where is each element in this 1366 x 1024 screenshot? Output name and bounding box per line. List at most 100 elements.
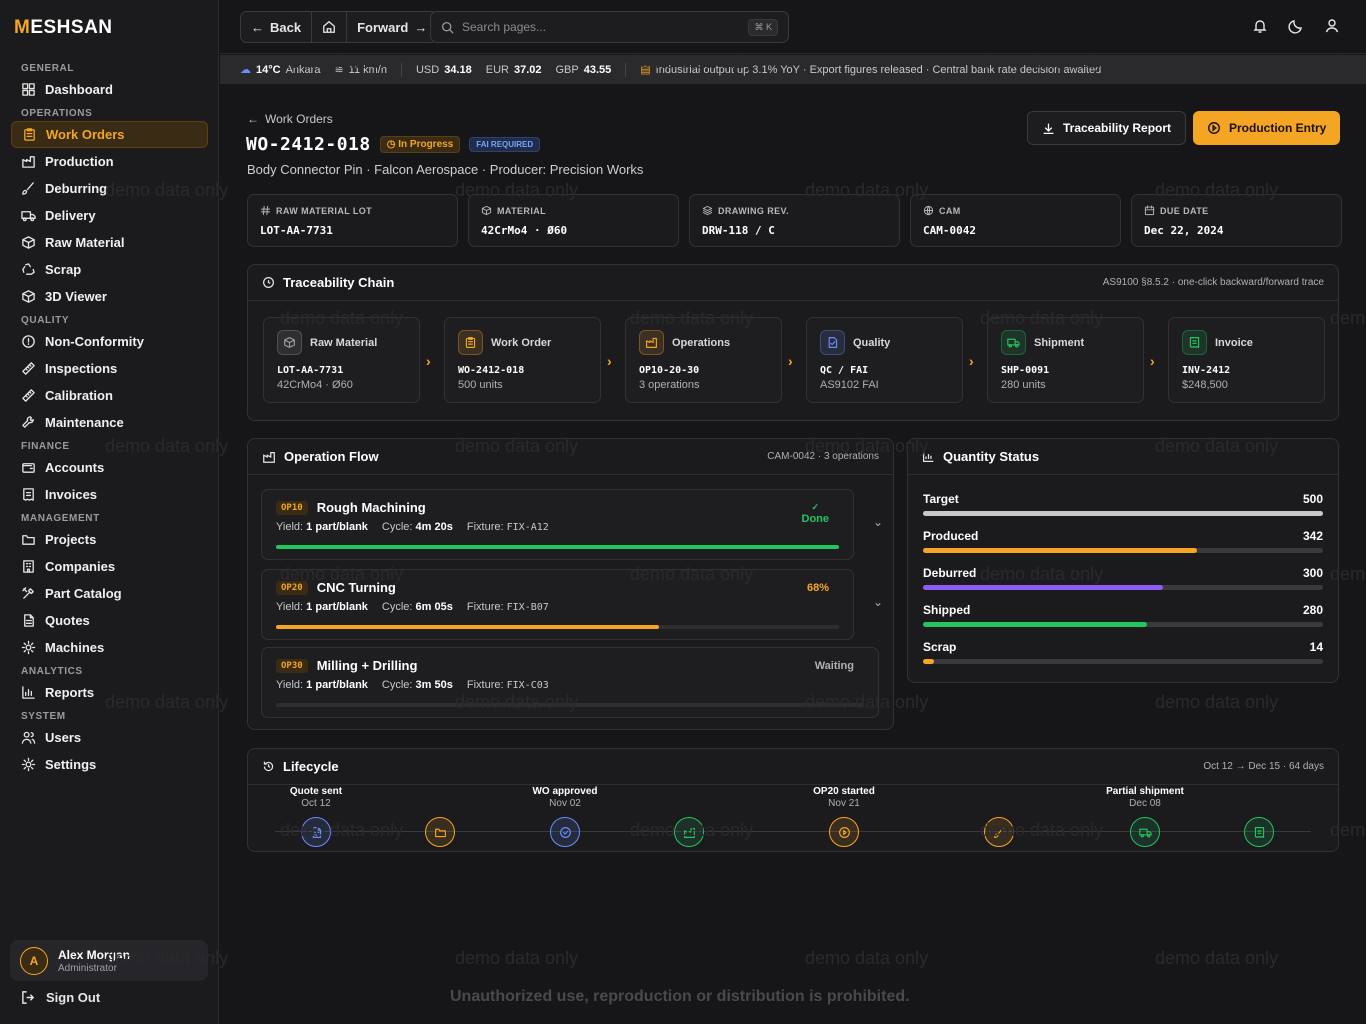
production-entry-button[interactable]: Production Entry	[1193, 111, 1341, 145]
bar-chart-icon	[923, 451, 934, 462]
sidebar-item-label: Dashboard	[45, 82, 113, 97]
info-ticker: ☁ 14°C Ankara ≋ 11 km/h USD 34.18 EUR 37.02 G…	[220, 55, 1366, 84]
sidebar-item-machines[interactable]: Machines	[11, 634, 208, 661]
truck-icon	[1007, 338, 1020, 348]
sidebar-item-label: 3D Viewer	[45, 289, 107, 304]
breadcrumb[interactable]: ← Work Orders	[247, 112, 333, 126]
chevron-right-icon: ›	[969, 353, 974, 369]
alert-circle-icon	[22, 335, 35, 348]
sidebar-item-non-conformity[interactable]: Non-Conformity	[11, 328, 208, 355]
brand-logo[interactable]: MESHSAN	[14, 17, 113, 38]
sidebar-item-dashboard[interactable]: Dashboard	[11, 76, 208, 103]
sidebar-item-invoices[interactable]: Invoices	[11, 481, 208, 508]
cog-icon	[21, 640, 36, 655]
receipt-icon	[1254, 826, 1264, 838]
traceability-panel: Traceability Chain AS9100 §8.5.2 · one-c…	[247, 264, 1339, 421]
trace-node-work-order[interactable]: Work Order WO-2412-018 500 units	[444, 317, 601, 403]
sidebar-item-companies[interactable]: Companies	[11, 553, 208, 580]
folder-icon	[434, 828, 446, 837]
sidebar-item-projects[interactable]: Projects	[11, 526, 208, 553]
trace-node-shipment[interactable]: Shipment SHP-0091 280 units	[987, 317, 1144, 403]
receipt-icon	[1189, 337, 1200, 348]
info-card-value: DRW-118 / C	[702, 224, 775, 237]
download-icon	[1043, 123, 1054, 134]
logout-icon	[22, 991, 35, 1004]
sidebar-item-users[interactable]: Users	[11, 724, 208, 751]
play-circle-icon	[1208, 122, 1220, 134]
user-card[interactable]: A Alex Morgan Administrator	[10, 940, 208, 981]
user-name: Alex Morgan	[58, 947, 131, 962]
trace-node-invoice[interactable]: Invoice INV-2412 $248,500	[1168, 317, 1325, 403]
bell-icon[interactable]	[1252, 18, 1268, 34]
sidebar-item-scrap[interactable]: Scrap	[11, 256, 208, 283]
timeline-line	[275, 831, 1311, 832]
lifecycle-event[interactable]	[425, 817, 455, 847]
info-card-due-date: DUE DATE Dec 22, 2024	[1131, 194, 1342, 247]
section-general: GENERAL	[21, 63, 75, 74]
sign-out-button[interactable]: Sign Out	[21, 990, 100, 1005]
sidebar-nav: GENERAL Dashboard OPERATIONS Work Orders Pro…	[0, 58, 219, 778]
sidebar-item-inspections[interactable]: Inspections	[11, 355, 208, 382]
operation-card[interactable]: OP30 Milling + Drilling Waiting Yield: 1 pa…	[261, 647, 879, 718]
section-quality: QUALITY	[21, 315, 70, 326]
sidebar-item-quotes[interactable]: Quotes	[11, 607, 208, 634]
sidebar-item-accounts[interactable]: Accounts	[11, 454, 208, 481]
home-button[interactable]	[312, 12, 348, 42]
sidebar-item-part-catalog[interactable]: Part Catalog	[11, 580, 208, 607]
op-code: OP20	[276, 580, 308, 595]
sidebar-item-delivery[interactable]: Delivery	[11, 202, 208, 229]
lifecycle-event[interactable]	[1130, 817, 1160, 847]
trace-node-operations[interactable]: Operations OP10-20-30 3 operations	[625, 317, 782, 403]
recycle-icon	[22, 263, 35, 275]
sidebar-item-work-orders[interactable]: Work Orders	[11, 121, 208, 148]
traceability-report-button[interactable]: Traceability Report	[1027, 111, 1187, 145]
chevron-right-icon: ›	[788, 353, 793, 369]
user-icon[interactable]	[1324, 18, 1340, 34]
sidebar-item-label: Settings	[45, 757, 97, 772]
lifecycle-event[interactable]	[674, 817, 704, 847]
sidebar-item-label: Deburring	[45, 181, 108, 196]
chevron-down-icon[interactable]: ⌄	[872, 515, 883, 529]
info-cards: RAW MATERIAL LOT LOT-AA-7731 MATERIAL 42CrM…	[247, 194, 1342, 247]
building-icon	[23, 560, 34, 573]
section-system: SYSTEM	[21, 711, 66, 722]
chevron-down-icon[interactable]: ⌄	[872, 595, 883, 609]
document-icon	[24, 614, 34, 627]
cloud-icon: ☁	[240, 64, 251, 76]
traceability-note: AS9100 §8.5.2 · one-click backward/forwa…	[1102, 277, 1324, 288]
history-icon	[263, 761, 274, 772]
sidebar-item-calibration[interactable]: Calibration	[11, 382, 208, 409]
sidebar-item-production[interactable]: Production	[11, 148, 208, 175]
status-badge: ◷ In Progress	[379, 136, 461, 153]
main-content: ← Work Orders WO-2412-018 ◷ In Progress F…	[220, 84, 1366, 1024]
section-management: MANAGEMENT	[21, 513, 100, 524]
sidebar-item-3d-viewer[interactable]: 3D Viewer	[11, 283, 208, 310]
back-button[interactable]: ← Back	[241, 12, 313, 42]
clock-icon	[263, 277, 274, 288]
lifecycle-event[interactable]	[1244, 817, 1274, 847]
legal-notice: Unauthorized use, reproduction or distri…	[450, 988, 910, 1005]
trace-node-raw-material[interactable]: Raw Material LOT-AA-7731 42CrMo4 · Ø60	[263, 317, 420, 403]
info-card-value: Dec 22, 2024	[1144, 224, 1224, 237]
sidebar-item-settings[interactable]: Settings	[11, 751, 208, 778]
sidebar-item-label: Raw Material	[45, 235, 125, 250]
moon-icon[interactable]	[1288, 18, 1304, 34]
operation-card[interactable]: OP10 Rough Machining ✓ Done Yield: 1 part/bl…	[261, 489, 854, 560]
ruler-icon	[22, 389, 35, 402]
search-input[interactable]: Search pages... ⌘ K	[430, 11, 789, 43]
lifecycle-event[interactable]	[301, 817, 331, 847]
forward-button[interactable]: Forward →	[357, 19, 428, 35]
sidebar-item-reports[interactable]: Reports	[11, 679, 208, 706]
box-icon	[284, 337, 295, 348]
lifecycle-event[interactable]	[550, 817, 580, 847]
sidebar-item-raw-material[interactable]: Raw Material	[11, 229, 208, 256]
info-card-material: MATERIAL 42CrMo4 · Ø60	[468, 194, 679, 247]
sidebar-item-label: Quotes	[45, 613, 90, 628]
sidebar-item-maintenance[interactable]: Maintenance	[11, 409, 208, 436]
lifecycle-event[interactable]	[984, 817, 1014, 847]
sidebar-item-deburring[interactable]: Deburring	[11, 175, 208, 202]
operation-card[interactable]: OP20 CNC Turning 68% Yield: 1 part/blank Cyc…	[261, 569, 854, 640]
lifecycle-event[interactable]	[829, 817, 859, 847]
trace-node-quality[interactable]: Quality QC / FAI AS9102 FAI	[806, 317, 963, 403]
sidebar-item-label: Inspections	[45, 361, 118, 376]
